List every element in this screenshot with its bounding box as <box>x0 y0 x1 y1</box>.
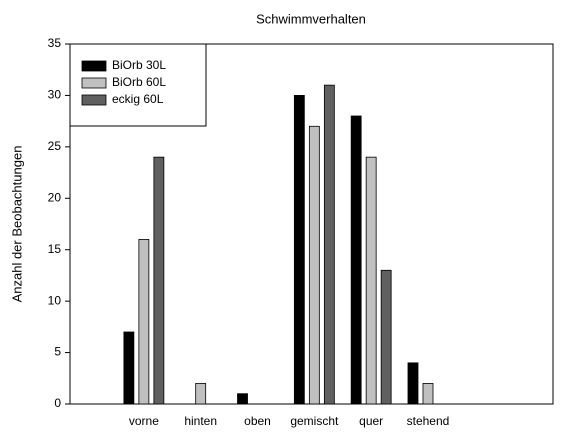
x-tick-label: gemischt <box>290 414 339 428</box>
bar <box>308 125 320 405</box>
x-tick-label: stehend <box>407 414 450 428</box>
legend-label: BiOrb 30L <box>112 58 166 72</box>
y-tick-label: 35 <box>48 36 62 50</box>
bar <box>365 156 377 405</box>
bar <box>153 156 165 405</box>
bar <box>350 115 362 405</box>
bar <box>380 269 392 405</box>
legend-label: eckig 60L <box>112 92 164 106</box>
legend-swatch <box>81 77 107 89</box>
chart-title: Schwimmverhalten <box>256 11 366 26</box>
x-tick-label: hinten <box>184 414 217 428</box>
bar <box>407 362 419 405</box>
x-tick-label: vorne <box>129 414 159 428</box>
bar <box>237 393 248 405</box>
y-tick-label: 25 <box>48 139 62 153</box>
bar <box>123 331 135 405</box>
y-tick-label: 20 <box>48 190 62 204</box>
legend-label: BiOrb 60L <box>112 75 166 89</box>
legend-swatch <box>81 94 107 106</box>
y-tick-label: 0 <box>54 396 61 410</box>
bar <box>138 239 150 405</box>
y-tick-label: 10 <box>48 293 62 307</box>
bar <box>422 383 434 405</box>
y-tick-label: 5 <box>54 345 61 359</box>
y-tick-label: 30 <box>48 88 62 102</box>
x-tick-label: quer <box>359 414 383 428</box>
y-axis-label: Anzahl der Beobachtungen <box>9 146 24 303</box>
bar <box>195 383 207 405</box>
y-tick-label: 15 <box>48 242 62 256</box>
bar <box>293 95 305 405</box>
legend-swatch <box>81 60 107 72</box>
x-tick-label: oben <box>244 414 271 428</box>
bar <box>323 84 335 405</box>
